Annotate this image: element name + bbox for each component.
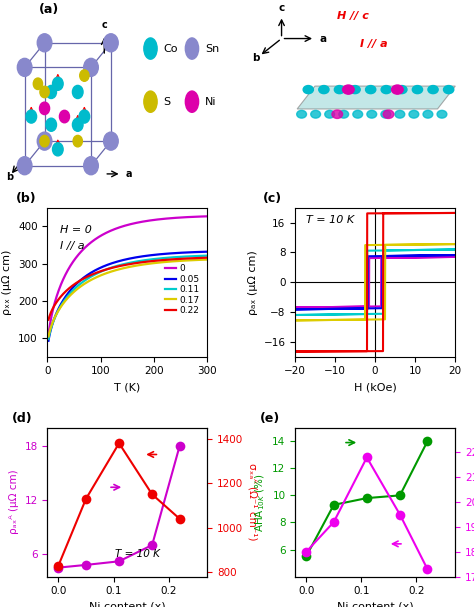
Circle shape <box>412 86 423 93</box>
Circle shape <box>18 58 32 76</box>
Circle shape <box>144 38 157 59</box>
Text: T = 10 K: T = 10 K <box>306 215 355 225</box>
Circle shape <box>367 110 377 118</box>
Text: H = 0: H = 0 <box>60 225 92 235</box>
Text: (d): (d) <box>12 412 33 425</box>
Circle shape <box>343 85 354 94</box>
X-axis label: H (kOe): H (kOe) <box>354 382 396 392</box>
X-axis label: Ni content (x): Ni content (x) <box>337 602 413 607</box>
Circle shape <box>353 110 363 118</box>
Circle shape <box>73 118 83 131</box>
Circle shape <box>104 34 118 52</box>
Circle shape <box>53 143 63 156</box>
Text: I // a: I // a <box>359 39 387 49</box>
Circle shape <box>339 110 348 118</box>
Circle shape <box>311 110 320 118</box>
Text: b: b <box>6 172 13 183</box>
Circle shape <box>39 102 50 115</box>
Text: c: c <box>278 3 285 13</box>
X-axis label: T (K): T (K) <box>114 382 140 392</box>
Text: (c): (c) <box>263 192 283 205</box>
Text: (e): (e) <box>260 412 280 425</box>
Circle shape <box>437 110 447 118</box>
Circle shape <box>40 86 49 98</box>
Circle shape <box>73 86 83 98</box>
Text: I // a: I // a <box>60 242 85 251</box>
Circle shape <box>79 110 90 123</box>
Circle shape <box>185 91 199 112</box>
Y-axis label: σₓₐᴬ (Ω⁻¹ cm⁻¹): σₓₐᴬ (Ω⁻¹ cm⁻¹) <box>247 463 257 541</box>
Circle shape <box>73 135 82 147</box>
Circle shape <box>395 110 405 118</box>
Text: Co: Co <box>164 44 178 53</box>
Text: c: c <box>101 20 107 30</box>
Text: b: b <box>253 53 260 63</box>
Text: a: a <box>126 169 132 179</box>
Circle shape <box>397 86 407 93</box>
Circle shape <box>26 110 36 123</box>
Circle shape <box>325 110 335 118</box>
Circle shape <box>365 86 376 93</box>
Circle shape <box>84 58 98 76</box>
Circle shape <box>46 86 56 98</box>
Text: H // c: H // c <box>337 11 369 21</box>
Text: T = 10 K: T = 10 K <box>115 549 159 559</box>
Circle shape <box>84 157 98 175</box>
Circle shape <box>46 118 56 131</box>
Circle shape <box>428 86 438 93</box>
Y-axis label: ρₐₓᴬ (μΩ cm): ρₐₓᴬ (μΩ cm) <box>9 470 19 535</box>
Y-axis label: AHA$_{10K}$ (%): AHA$_{10K}$ (%) <box>253 473 267 532</box>
Circle shape <box>381 110 391 118</box>
Circle shape <box>80 70 89 81</box>
Circle shape <box>303 86 313 93</box>
Circle shape <box>392 85 403 94</box>
Circle shape <box>37 132 52 150</box>
Circle shape <box>381 86 392 93</box>
Y-axis label: ρₓₓ (μΩ cm): ρₓₓ (μΩ cm) <box>2 249 12 315</box>
Text: Sn: Sn <box>205 44 219 53</box>
Y-axis label: ρₐₓ (μΩ cm): ρₐₓ (μΩ cm) <box>248 250 258 314</box>
Circle shape <box>383 110 394 118</box>
Circle shape <box>350 86 360 93</box>
Text: a: a <box>319 33 327 44</box>
Text: (a): (a) <box>39 2 60 16</box>
Circle shape <box>444 86 454 93</box>
Circle shape <box>37 34 52 52</box>
Circle shape <box>40 135 49 147</box>
Circle shape <box>297 110 307 118</box>
Legend: 0, 0.05, 0.11, 0.17, 0.22: 0, 0.05, 0.11, 0.17, 0.22 <box>161 261 203 319</box>
Circle shape <box>104 132 118 150</box>
Circle shape <box>53 77 63 90</box>
Text: (b): (b) <box>16 192 36 205</box>
Circle shape <box>185 38 199 59</box>
Text: S: S <box>164 97 171 107</box>
Text: Ni: Ni <box>205 97 217 107</box>
Circle shape <box>334 86 345 93</box>
Circle shape <box>332 110 343 118</box>
Circle shape <box>18 157 32 175</box>
Circle shape <box>319 86 329 93</box>
Circle shape <box>144 91 157 112</box>
Circle shape <box>409 110 419 118</box>
Circle shape <box>423 110 433 118</box>
Polygon shape <box>297 86 456 109</box>
Circle shape <box>33 78 43 89</box>
X-axis label: Ni content (x): Ni content (x) <box>89 602 165 607</box>
Circle shape <box>59 110 70 123</box>
